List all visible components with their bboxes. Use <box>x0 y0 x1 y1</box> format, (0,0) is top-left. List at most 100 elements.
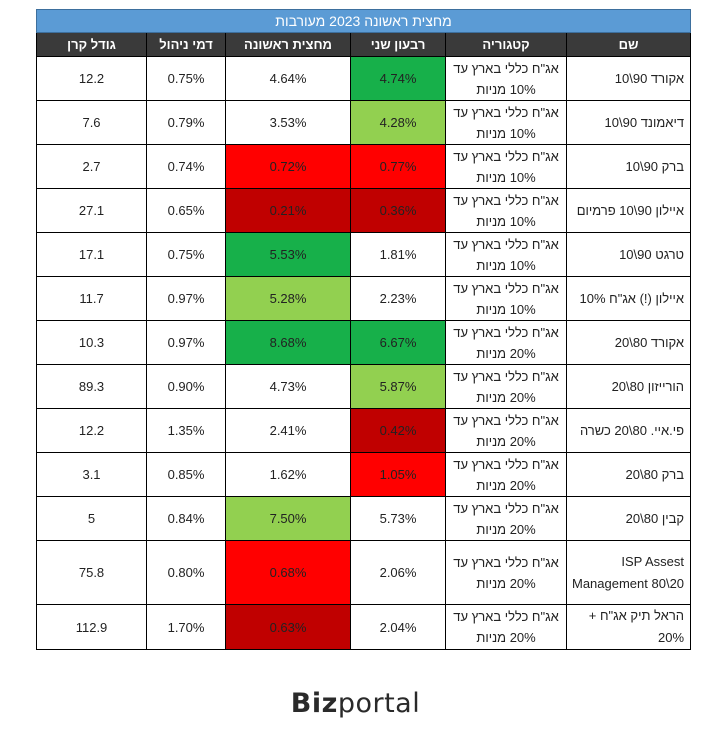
cell-category: אג"ח כללי בארץ עד 10% מניות <box>445 188 568 233</box>
table-body: אקורד 90\10 אג"ח כללי בארץ עד 10% מניות 4.… <box>35 56 692 650</box>
cell-h1: 8.68% <box>225 320 352 365</box>
header-category: קטגוריה <box>445 32 568 57</box>
cell-name: פי.איי. 80\20 כשרה <box>566 408 692 453</box>
cell-category: אג"ח כללי בארץ עד 20% מניות <box>445 496 568 541</box>
cell-fee: 0.97% <box>146 320 227 365</box>
cell-q2: 2.23% <box>350 276 447 321</box>
cell-size: 12.2 <box>35 408 148 453</box>
cell-category: אג"ח כללי בארץ עד 20% מניות <box>445 540 568 605</box>
cell-size: 75.8 <box>35 540 148 605</box>
cell-fee: 1.35% <box>146 408 227 453</box>
cell-name: ברק 80\20 <box>566 452 692 497</box>
cell-size: 112.9 <box>35 604 148 650</box>
cell-h1: 0.68% <box>225 540 352 605</box>
cell-name: דיאמונד 90\10 <box>566 100 692 145</box>
cell-fee: 0.90% <box>146 364 227 409</box>
cell-size: 5 <box>35 496 148 541</box>
table-row: ברק 90\10 אג"ח כללי בארץ עד 10% מניות 0.77… <box>35 144 692 189</box>
cell-name: הורייזון 80\20 <box>566 364 692 409</box>
cell-category: אג"ח כללי בארץ עד 20% מניות <box>445 408 568 453</box>
cell-fee: 0.74% <box>146 144 227 189</box>
cell-q2: 0.36% <box>350 188 447 233</box>
logo-portal: portal <box>337 688 421 719</box>
cell-category: אג"ח כללי בארץ עד 20% מניות <box>445 320 568 365</box>
cell-category: אג"ח כללי בארץ עד 20% מניות <box>445 452 568 497</box>
cell-category: אג"ח כללי בארץ עד 20% מניות <box>445 364 568 409</box>
cell-fee: 0.97% <box>146 276 227 321</box>
table-row: איילון 90\10 פרמיום אג"ח כללי בארץ עד 10%… <box>35 188 692 233</box>
cell-q2: 2.04% <box>350 604 447 650</box>
cell-size: 7.6 <box>35 100 148 145</box>
cell-h1: 4.73% <box>225 364 352 409</box>
logo-biz: Biz <box>290 688 338 719</box>
cell-h1: 0.72% <box>225 144 352 189</box>
cell-q2: 6.67% <box>350 320 447 365</box>
cell-name: ברק 90\10 <box>566 144 692 189</box>
cell-size: 10.3 <box>35 320 148 365</box>
header-fee: דמי ניהול <box>146 32 227 57</box>
cell-name: ISP Assest Management 80\20 <box>566 540 692 605</box>
cell-h1: 0.63% <box>225 604 352 650</box>
table-row: הורייזון 80\20 אג"ח כללי בארץ עד 20% מניו… <box>35 364 692 409</box>
cell-name: איילון (!) אג"ח 10% <box>566 276 692 321</box>
cell-q2: 1.05% <box>350 452 447 497</box>
cell-fee: 0.65% <box>146 188 227 233</box>
cell-fee: 0.85% <box>146 452 227 497</box>
cell-size: 12.2 <box>35 56 148 101</box>
header-name: שם <box>566 32 692 57</box>
cell-q2: 0.77% <box>350 144 447 189</box>
table-title-row: מחצית ראשונה 2023 מעורבות <box>35 9 692 33</box>
cell-name: קבין 80\20 <box>566 496 692 541</box>
cell-size: 27.1 <box>35 188 148 233</box>
cell-name: הראל תיק אג"ח + 20% <box>566 604 692 650</box>
cell-fee: 0.75% <box>146 232 227 277</box>
table-row: ברק 80\20 אג"ח כללי בארץ עד 20% מניות 1.05… <box>35 452 692 497</box>
cell-name: אקורד 80\20 <box>566 320 692 365</box>
cell-category: אג"ח כללי בארץ עד 10% מניות <box>445 276 568 321</box>
cell-fee: 0.80% <box>146 540 227 605</box>
table-row: פי.איי. 80\20 כשרה אג"ח כללי בארץ עד 20% … <box>35 408 692 453</box>
cell-q2: 4.28% <box>350 100 447 145</box>
table-row: קבין 80\20 אג"ח כללי בארץ עד 20% מניות 5.7… <box>35 496 692 541</box>
cell-fee: 0.79% <box>146 100 227 145</box>
cell-q2: 5.73% <box>350 496 447 541</box>
cell-fee: 0.75% <box>146 56 227 101</box>
table-row: טרגט 90\10 אג"ח כללי בארץ עד 10% מניות 1.8… <box>35 232 692 277</box>
table-row: הראל תיק אג"ח + 20% אג"ח כללי בארץ עד 20%… <box>35 604 692 650</box>
cell-category: אג"ח כללי בארץ עד 10% מניות <box>445 232 568 277</box>
cell-q2: 0.42% <box>350 408 447 453</box>
table-row: דיאמונד 90\10 אג"ח כללי בארץ עד 10% מניות… <box>35 100 692 145</box>
cell-size: 2.7 <box>35 144 148 189</box>
header-q2: רבעון שני <box>350 32 447 57</box>
cell-name: איילון 90\10 פרמיום <box>566 188 692 233</box>
cell-category: אג"ח כללי בארץ עד 10% מניות <box>445 100 568 145</box>
table-row: איילון (!) אג"ח 10% אג"ח כללי בארץ עד 10%… <box>35 276 692 321</box>
cell-h1: 4.64% <box>225 56 352 101</box>
table-row: אקורד 80\20 אג"ח כללי בארץ עד 20% מניות 6.… <box>35 320 692 365</box>
cell-size: 17.1 <box>35 232 148 277</box>
cell-q2: 1.81% <box>350 232 447 277</box>
cell-q2: 2.06% <box>350 540 447 605</box>
cell-fee: 1.70% <box>146 604 227 650</box>
table-row: ISP Assest Management 80\20 אג"ח כללי באר… <box>35 540 692 605</box>
cell-h1: 0.21% <box>225 188 352 233</box>
cell-h1: 2.41% <box>225 408 352 453</box>
table-row: אקורד 90\10 אג"ח כללי בארץ עד 10% מניות 4.… <box>35 56 692 101</box>
cell-name: אקורד 90\10 <box>566 56 692 101</box>
bizportal-logo: Bizportal <box>0 688 711 719</box>
returns-table: מחצית ראשונה 2023 מעורבות שם קטגוריה רבע… <box>35 9 692 650</box>
cell-size: 3.1 <box>35 452 148 497</box>
cell-q2: 5.87% <box>350 364 447 409</box>
cell-size: 89.3 <box>35 364 148 409</box>
returns-table-container: מחצית ראשונה 2023 מעורבות שם קטגוריה רבע… <box>35 9 692 650</box>
cell-h1: 5.28% <box>225 276 352 321</box>
cell-fee: 0.84% <box>146 496 227 541</box>
header-row: שם קטגוריה רבעון שני מחצית ראשונה דמי ני… <box>35 32 692 57</box>
cell-q2: 4.74% <box>350 56 447 101</box>
header-size: גודל קרן <box>35 32 148 57</box>
cell-h1: 1.62% <box>225 452 352 497</box>
cell-size: 11.7 <box>35 276 148 321</box>
cell-h1: 5.53% <box>225 232 352 277</box>
table-title: מחצית ראשונה 2023 מעורבות <box>35 9 692 33</box>
cell-h1: 7.50% <box>225 496 352 541</box>
